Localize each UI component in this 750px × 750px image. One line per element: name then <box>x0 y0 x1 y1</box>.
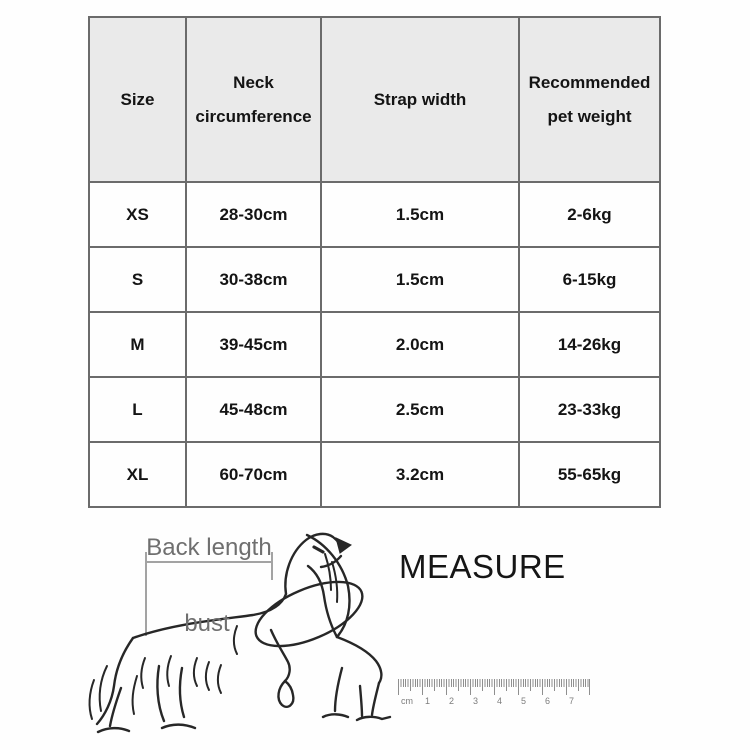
dog-nose <box>335 537 352 554</box>
ruler-mark-label: 4 <box>497 696 503 706</box>
measure-title: MEASURE <box>399 548 566 585</box>
ruler-segment: 2 <box>446 679 470 706</box>
table-row-m: M 39-45cm 2.0cm 14-26kg <box>88 311 661 378</box>
dog-measurement-illustration: Back length bust <box>88 532 392 734</box>
header-size: Size <box>88 16 187 183</box>
dog-sketch <box>88 532 392 734</box>
ruler-segment: cm <box>398 679 422 706</box>
ruler-cm-scale: cm 1 2 3 4 5 6 7 <box>398 679 591 707</box>
back-length-label: Back length <box>146 534 271 561</box>
ruler-segment: 7 <box>566 679 590 706</box>
ruler-segment: 6 <box>542 679 566 706</box>
ruler-mark-label: cm <box>401 696 413 706</box>
header-strap-width: Strap width <box>320 16 520 183</box>
ruler-mark-label: 6 <box>545 696 551 706</box>
back-length-bracket <box>145 552 273 636</box>
weight-cell: 14-26kg <box>518 311 661 378</box>
size-chart-table: Size Neck circumference Strap width Reco… <box>88 16 661 508</box>
weight-cell: 23-33kg <box>518 376 661 443</box>
neck-cell: 30-38cm <box>185 246 322 313</box>
size-cell: S <box>88 246 187 313</box>
table-row-xl: XL 60-70cm 3.2cm 55-65kg <box>88 441 661 508</box>
size-cell: L <box>88 376 187 443</box>
header-recommended-pet-weight: Recommended pet weight <box>518 16 661 183</box>
ruler-mark-label: 3 <box>473 696 479 706</box>
table-row-l: L 45-48cm 2.5cm 23-33kg <box>88 376 661 443</box>
ruler-segment: 3 <box>470 679 494 706</box>
bust-label: bust <box>184 610 230 637</box>
size-cell: XL <box>88 441 187 508</box>
strap-cell: 1.5cm <box>320 181 520 248</box>
strap-cell: 2.0cm <box>320 311 520 378</box>
ruler-segment: 4 <box>494 679 518 706</box>
neck-cell: 28-30cm <box>185 181 322 248</box>
ruler-mark-label: 1 <box>425 696 431 706</box>
table-header-row: Size Neck circumference Strap width Reco… <box>88 16 661 183</box>
table-row-s: S 30-38cm 1.5cm 6-15kg <box>88 246 661 313</box>
neck-cell: 39-45cm <box>185 311 322 378</box>
header-neck-circumference: Neck circumference <box>185 16 322 183</box>
weight-cell: 55-65kg <box>518 441 661 508</box>
weight-cell: 6-15kg <box>518 246 661 313</box>
table-row-xs: XS 28-30cm 1.5cm 2-6kg <box>88 181 661 248</box>
ruler: cm 1 2 3 4 5 6 7 <box>398 679 591 707</box>
neck-strap-loop <box>254 580 364 648</box>
ruler-mark-label: 5 <box>521 696 527 706</box>
weight-cell: 2-6kg <box>518 181 661 248</box>
neck-cell: 45-48cm <box>185 376 322 443</box>
ruler-mark-label: 7 <box>569 696 575 706</box>
dog-eye <box>312 545 325 554</box>
ruler-segment: 5 <box>518 679 542 706</box>
strap-cell: 2.5cm <box>320 376 520 443</box>
ruler-mark-label: 2 <box>449 696 455 706</box>
size-cell: XS <box>88 181 187 248</box>
strap-cell: 3.2cm <box>320 441 520 508</box>
ruler-segment: 1 <box>422 679 446 706</box>
size-cell: M <box>88 311 187 378</box>
neck-cell: 60-70cm <box>185 441 322 508</box>
strap-cell: 1.5cm <box>320 246 520 313</box>
